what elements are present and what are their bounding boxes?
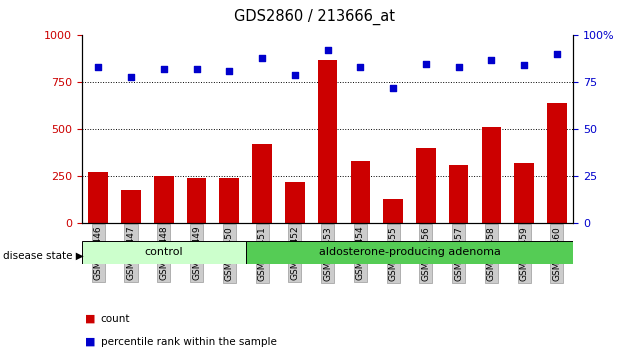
Point [454,64,464,70]
Bar [416,148,436,223]
Point [192,66,202,72]
Bar [186,178,207,223]
Bar [82,241,246,264]
Point [159,66,169,72]
Bar [121,190,141,223]
Point [519,63,529,68]
Point [290,72,300,78]
Bar [449,165,469,223]
Bar [481,127,501,223]
Point [355,64,365,70]
Point [93,64,103,70]
Bar [246,241,573,264]
Text: ■: ■ [85,314,96,324]
Bar [219,178,239,223]
Point [257,55,267,61]
Bar [285,182,305,223]
Bar [547,103,567,223]
Bar [252,144,272,223]
Point [421,61,431,67]
Bar [350,161,370,223]
Text: count: count [101,314,130,324]
Point [126,74,136,80]
Point [323,47,333,53]
Bar [383,199,403,223]
Point [486,57,496,63]
Text: percentile rank within the sample: percentile rank within the sample [101,337,277,347]
Text: disease state ▶: disease state ▶ [3,251,84,261]
Text: control: control [144,247,183,257]
Bar [88,172,108,223]
Point [552,51,562,57]
Bar [154,176,174,223]
Text: ■: ■ [85,337,96,347]
Bar [514,163,534,223]
Text: GDS2860 / 213666_at: GDS2860 / 213666_at [234,9,396,25]
Bar [318,60,338,223]
Text: aldosterone-producing adenoma: aldosterone-producing adenoma [319,247,500,257]
Point [388,85,398,91]
Point [224,68,234,74]
